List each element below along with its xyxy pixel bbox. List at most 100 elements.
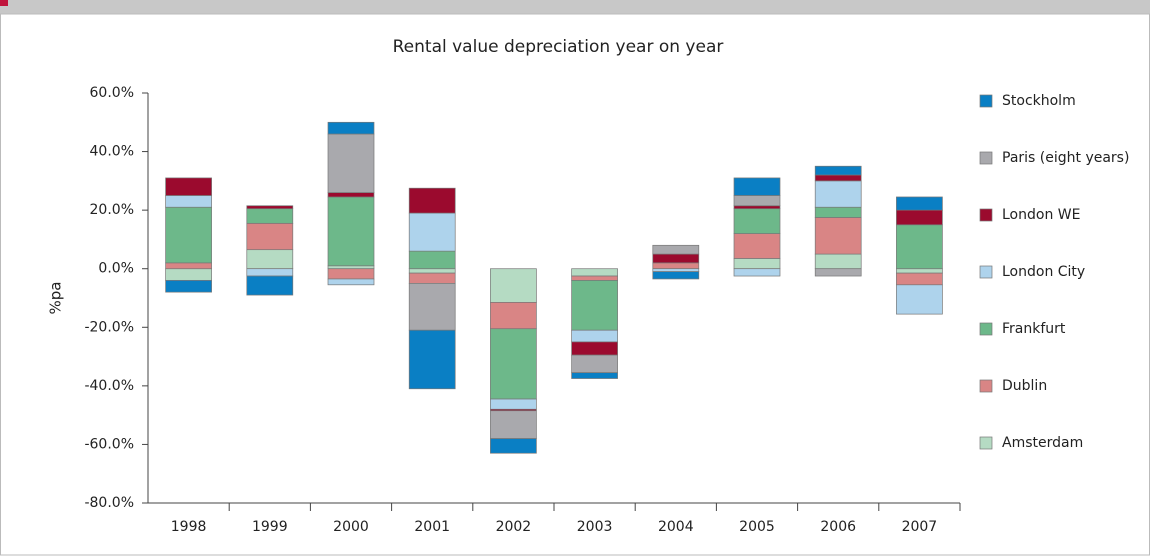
bar-segment	[246, 268, 294, 277]
legend-label: Amsterdam	[1002, 435, 1083, 451]
legend-label: Stockholm	[1002, 93, 1076, 109]
legend-swatch	[979, 94, 993, 108]
x-tick-label: 2003	[577, 519, 613, 535]
bar-segment	[814, 253, 862, 270]
x-tick-label: 2006	[820, 519, 856, 535]
bar-segment	[733, 177, 781, 196]
bar-segment	[408, 212, 456, 252]
bar-segment	[814, 180, 862, 208]
bar-segment	[814, 174, 862, 182]
bar-segment	[246, 249, 294, 270]
bar-segment	[896, 224, 943, 270]
legend-label: Paris (eight years)	[1002, 150, 1129, 166]
legend-swatch	[979, 265, 993, 279]
bar-segment	[733, 268, 781, 277]
bar-segment	[814, 165, 862, 176]
legend-label: Dublin	[1002, 378, 1047, 394]
bar-segment	[571, 341, 618, 356]
bar-segment	[571, 280, 618, 331]
bar-segment	[571, 275, 618, 281]
bar-segment	[652, 244, 700, 255]
x-tick-label: 2005	[739, 519, 775, 535]
bar-segment	[571, 268, 618, 277]
bar-segment	[571, 372, 618, 379]
bar-segment	[246, 208, 294, 224]
bar-segment	[246, 222, 294, 251]
bar-segment	[733, 208, 781, 234]
bar-segment	[896, 196, 943, 211]
y-tick-label: 40.0%	[90, 144, 134, 160]
bar-segment	[327, 268, 375, 280]
bar-segment	[652, 262, 700, 270]
legend-swatch	[979, 436, 993, 450]
bar-segment	[408, 187, 456, 214]
bar-segment	[165, 280, 212, 293]
y-tick-label: 0.0%	[98, 261, 134, 277]
header-accent	[0, 0, 8, 6]
bar-segment	[408, 329, 456, 390]
x-tick-label: 2000	[333, 519, 369, 535]
bar-segment	[733, 258, 781, 270]
bar-segment	[571, 329, 618, 343]
y-axis-label: %pa	[47, 282, 65, 315]
bar-segment	[814, 206, 862, 218]
bar-segment	[652, 253, 700, 264]
bar-segment	[408, 268, 456, 274]
legend-label: London City	[1002, 264, 1085, 280]
bar-segment	[408, 250, 456, 270]
bar-segment	[327, 265, 375, 270]
x-tick-label: 2001	[414, 519, 450, 535]
x-tick-label: 2002	[496, 519, 532, 535]
bar-segment	[327, 121, 375, 135]
bar-segment	[896, 284, 943, 315]
chart-title: Rental value depreciation year on year	[393, 37, 724, 57]
legend-swatch	[979, 379, 993, 393]
bar-segment	[490, 328, 537, 400]
x-tick-label: 1998	[171, 519, 207, 535]
legend-swatch	[979, 322, 993, 336]
bar-segment	[490, 268, 537, 303]
bar-segment	[165, 206, 212, 264]
header-band	[0, 0, 1150, 14]
legend-label: London WE	[1002, 207, 1080, 223]
y-tick-label: -40.0%	[84, 378, 134, 394]
bar-segment	[490, 302, 537, 330]
x-tick-label: 2004	[658, 519, 694, 535]
legend-label: Frankfurt	[1002, 321, 1066, 337]
bar-segment	[327, 196, 375, 267]
bar-segment	[814, 268, 862, 277]
legend-swatch	[979, 208, 993, 222]
bar-segment	[246, 275, 294, 296]
bar-segment	[652, 271, 700, 280]
bar-segment	[733, 205, 781, 210]
bar-segment	[652, 268, 700, 272]
bar-segment	[733, 233, 781, 259]
x-tick-label: 1999	[252, 519, 288, 535]
bar-segment	[733, 195, 781, 207]
bar-segment	[327, 133, 375, 193]
bar-segment	[896, 268, 943, 274]
legend-swatch	[979, 151, 993, 165]
y-tick-label: -20.0%	[84, 319, 134, 335]
x-tick-label: 2007	[902, 519, 938, 535]
bar-segment	[896, 209, 943, 226]
y-tick-label: 60.0%	[90, 85, 134, 101]
bar-segment	[165, 262, 212, 270]
bar-segment	[327, 278, 375, 286]
bar-segment	[814, 217, 862, 255]
bar-segment	[490, 410, 537, 439]
bar-segment	[490, 398, 537, 410]
bar-segment	[327, 192, 375, 198]
bar-segment	[490, 438, 537, 454]
bar-segment	[165, 177, 212, 196]
y-tick-label: 20.0%	[90, 202, 134, 218]
bar-segment	[896, 272, 943, 286]
bar-segment	[571, 354, 618, 374]
bar-segment	[165, 268, 212, 281]
bar-segment	[165, 195, 212, 208]
y-tick-label: -80.0%	[84, 495, 134, 511]
bar-segment	[246, 205, 294, 210]
y-tick-label: -60.0%	[84, 436, 134, 452]
bar-segment	[408, 272, 456, 284]
